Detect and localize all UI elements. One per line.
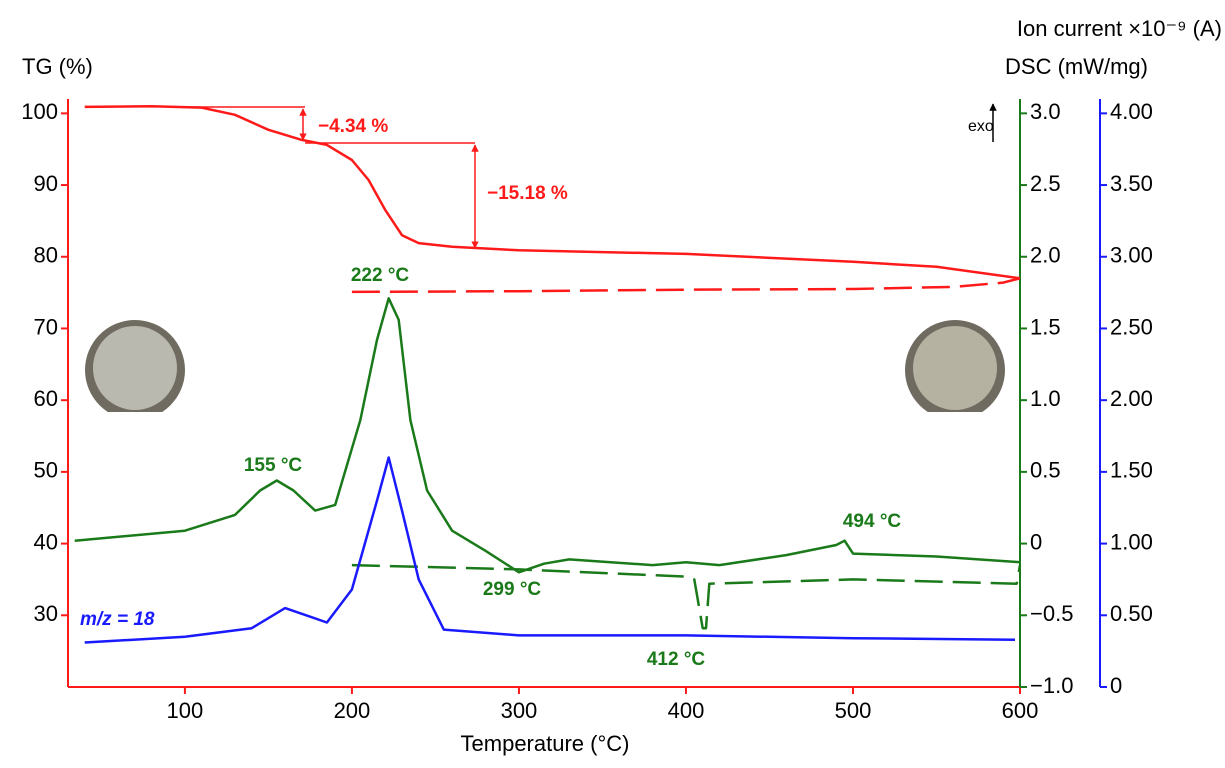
y2-tick-label: 2.0 <box>1030 243 1061 268</box>
series-line <box>352 278 1020 292</box>
y2-tick-label: 1.5 <box>1030 314 1061 339</box>
y2-tick-label: −1.0 <box>1030 673 1073 698</box>
annotation: −4.34 % <box>318 116 388 137</box>
y-tick-label: 50 <box>34 458 58 483</box>
y-tick-label: 70 <box>34 314 58 339</box>
y-tick-label: 100 <box>21 99 58 124</box>
y3-tick-label: 2.00 <box>1110 386 1153 411</box>
y2-tick-label: 0.5 <box>1030 458 1061 483</box>
y2-axis-title: DSC (mW/mg) <box>1005 54 1148 79</box>
y3-tick-label: 2.50 <box>1110 314 1153 339</box>
y-tick-label: 90 <box>34 171 58 196</box>
annotation: 494 °C <box>843 511 902 532</box>
y2-tick-label: 2.5 <box>1030 171 1061 196</box>
series-line <box>352 565 1020 628</box>
y2-tick-label: −0.5 <box>1030 601 1073 626</box>
annotation: 155 °C <box>244 455 303 476</box>
sample-photo <box>85 320 185 420</box>
x-tick-label: 200 <box>334 698 371 723</box>
y2-tick-label: 1.0 <box>1030 386 1061 411</box>
y-tick-label: 60 <box>34 386 58 411</box>
annotation: 412 °C <box>647 649 706 670</box>
series-line <box>85 458 1015 643</box>
y3-tick-label: 1.00 <box>1110 529 1153 554</box>
y2-tick-label: 0 <box>1030 529 1042 554</box>
annotation: 222 °C <box>351 265 410 286</box>
y-tick-label: 30 <box>34 601 58 626</box>
y3-tick-label: 3.00 <box>1110 243 1153 268</box>
y3-tick-label: 3.50 <box>1110 171 1153 196</box>
y-tick-label: 40 <box>34 529 58 554</box>
y-tick-label: 80 <box>34 243 58 268</box>
annotation: m/z = 18 <box>80 609 155 630</box>
chart: TG (%) DSC (mW/mg) Ion current ×10⁻⁹ (A)… <box>0 0 1225 763</box>
x-tick-label: 100 <box>167 698 204 723</box>
y3-tick-label: 1.50 <box>1110 458 1153 483</box>
y3-tick-label: 0 <box>1110 673 1122 698</box>
y2-tick-label: 3.0 <box>1030 99 1061 124</box>
y-axis-title: TG (%) <box>22 54 93 79</box>
x-tick-label: 300 <box>501 698 538 723</box>
y3-tick-label: 0.50 <box>1110 601 1153 626</box>
x-tick-label: 500 <box>835 698 872 723</box>
x-axis-title: Temperature (°C) <box>461 731 630 756</box>
annotation: −15.18 % <box>487 183 568 204</box>
x-tick-label: 400 <box>668 698 705 723</box>
sample-photo <box>905 320 1005 420</box>
y3-axis-title: Ion current ×10⁻⁹ (A) <box>1017 16 1222 41</box>
annotation: 299 °C <box>483 579 542 600</box>
x-tick-label: 600 <box>1002 698 1039 723</box>
y3-tick-label: 4.00 <box>1110 99 1153 124</box>
annotation: exo <box>968 118 994 135</box>
